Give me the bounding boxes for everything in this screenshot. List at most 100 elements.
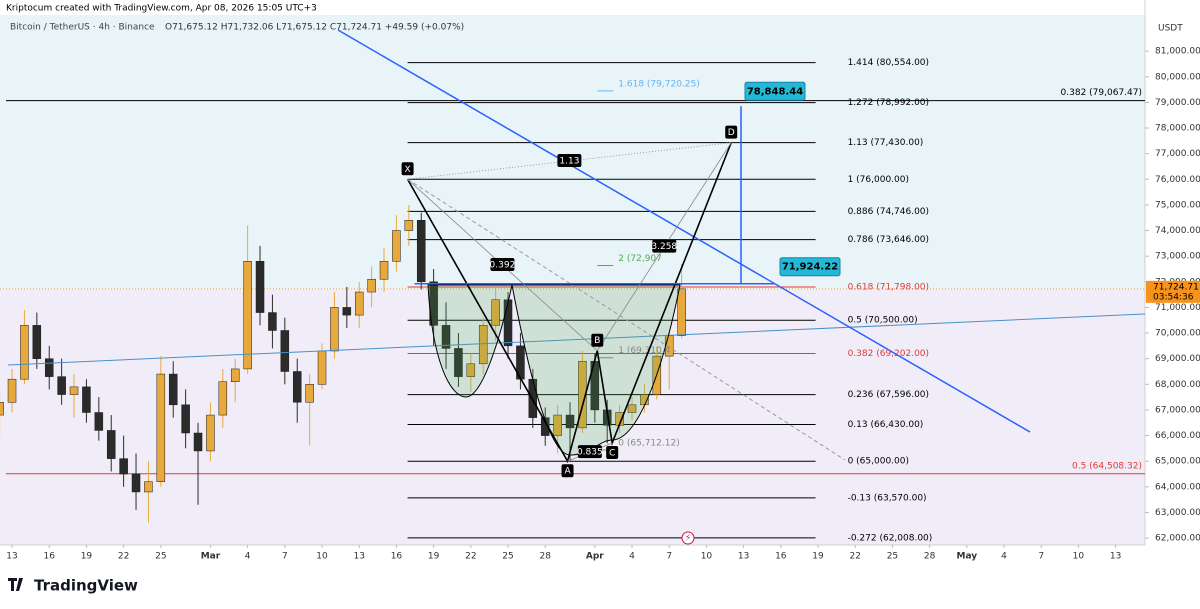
sub-fib-label: 2 (72,907 [618,254,662,264]
fib-label: 0.236 (67,596.00) [848,390,929,400]
ratio-box [557,153,582,167]
fib-label: -0.272 (62,008.00) [848,533,933,543]
trend-line [7,313,1146,366]
x-tick-label: 7 [282,552,288,562]
point-label: X [404,165,410,175]
fib-label: 0 (65,000.00) [848,457,909,467]
y-tick-label: 62,000.00 [1155,534,1200,544]
y-tick-label: 81,000.00 [1155,47,1200,57]
candle-body [206,414,215,452]
x-tick-label: 13 [1110,552,1121,562]
x-tick-label: 25 [502,552,513,562]
candle-body [69,386,79,395]
candle-body [131,473,141,493]
candle-body [416,220,426,283]
ratio-label: 1.13 [559,156,579,166]
y-tick-label: 74,000.00 [1155,226,1200,236]
fib-label: 0.5 (70,500.00) [848,316,918,326]
y-tick-label: 73,000.00 [1155,252,1200,262]
point-label: B [594,336,600,346]
fib-label: -0.13 (63,570.00) [848,493,927,503]
x-tick-label: 10 [316,552,328,562]
candle-body [218,381,228,416]
candle-body [57,376,66,395]
sub-fib-label: 0 (65,712.12) [618,438,679,448]
candle-body [0,401,4,416]
candle-body [491,299,500,326]
candle-body [553,414,562,436]
target-label: 71,924.22 [782,262,838,273]
x-tick-label: 25 [887,552,898,562]
y-tick-label: 66,000.00 [1155,431,1200,441]
candle-body [32,325,42,359]
x-tick-label: 4 [1001,552,1007,562]
y-tick-label: 69,000.00 [1155,354,1200,364]
fib-label: 0.786 (73,646.00) [848,235,929,245]
candle-body [44,358,54,377]
event-icon-glyph: ⚡ [685,534,691,544]
candle-body [106,430,116,459]
ratio-label: 0.392 [490,261,516,271]
fib-label: 1.13 (77,430.00) [848,138,924,148]
last-price-label: 71,724.71 [1153,282,1199,292]
candle-body [305,384,314,403]
candle-body [677,288,686,336]
level-label: 0.382 (79,067.47) [1061,88,1142,98]
projection-line [407,178,846,461]
candle-body [392,230,401,262]
fib-label: 1.272 (78,992.00) [848,98,929,108]
fib-label: 0.618 (71,798.00) [848,282,929,292]
x-tick-label: 7 [666,552,672,562]
candle-body [478,325,488,365]
x-tick-label: 10 [701,552,713,562]
fib-label: 1 (76,000.00) [848,175,909,185]
x-tick-label: Mar [201,552,221,562]
candle-body [292,371,302,403]
y-tick-label: 67,000.00 [1155,405,1200,415]
x-tick-label: 25 [155,552,166,562]
x-tick-label: 16 [44,552,56,562]
y-tick-label: 70,000.00 [1155,329,1200,339]
y-tick-label: 75,000.00 [1155,200,1200,210]
candle-body [255,261,265,313]
fib-label: 0.13 (66,430.00) [848,420,924,430]
x-tick-label: 28 [539,552,551,562]
x-tick-label: 22 [118,552,129,562]
candle-body [404,220,414,231]
y-tick-label: 78,000.00 [1155,124,1200,134]
candle-body [268,312,277,331]
point-box [561,464,574,478]
candle-body [466,363,476,377]
candle-body [342,307,352,316]
y-tick-label: 80,000.00 [1155,72,1200,82]
last-price-tag [1146,280,1200,303]
candle-body [193,432,203,452]
candle-body [578,360,587,429]
x-tick-label: 16 [775,552,787,562]
shape-cup [427,284,513,398]
y-tick-label: 65,000.00 [1155,457,1200,467]
level-label: 0.5 (64,508.32) [1072,461,1142,471]
candle-body [503,299,513,347]
candle-body [627,404,637,413]
point-label: D [728,128,735,138]
candle-body [7,378,17,403]
ratio-label: 0.835 [577,448,603,458]
candle-body [20,325,29,380]
x-tick-label: 19 [812,552,824,562]
candle-body [144,481,153,493]
candle-body [565,414,575,429]
x-tick-label: 19 [428,552,440,562]
x-tick-label: 22 [849,552,860,562]
sub-fib-label: 1.618 (79,720.25) [618,79,699,89]
candle-body [82,386,91,413]
fib-label: 1.414 (80,554.00) [848,58,929,68]
point-label: A [564,467,571,477]
y-tick-label: 77,000.00 [1155,149,1200,159]
ratio-box [490,258,515,272]
point-box [606,445,619,459]
x-tick-label: 10 [1073,552,1085,562]
point-box [591,333,604,347]
candle-body [330,307,339,352]
fib-label: 0.382 (69,202.00) [848,349,929,359]
